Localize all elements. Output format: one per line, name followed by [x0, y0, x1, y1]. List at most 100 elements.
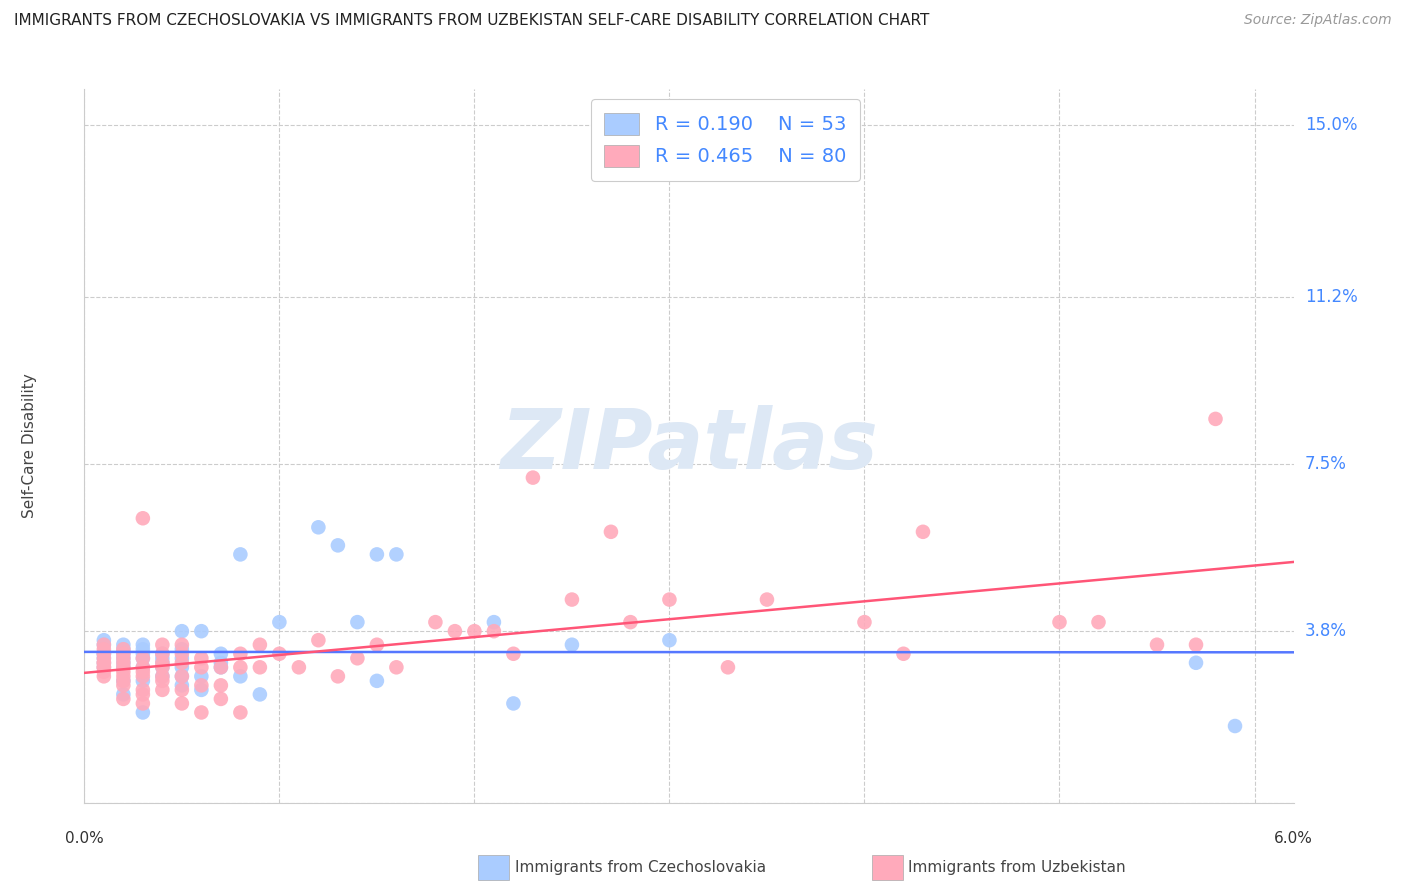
Point [249, 660, 271, 674]
Point [150, 660, 173, 674]
Text: Self-Care Disability: Self-Care Disability [22, 374, 38, 518]
Point [190, 660, 212, 674]
Point [561, 592, 583, 607]
Point [93, 647, 115, 661]
Point [893, 647, 915, 661]
Text: 11.2%: 11.2% [1305, 288, 1357, 306]
Point [112, 678, 135, 692]
Point [249, 638, 271, 652]
Point [717, 660, 740, 674]
Point [190, 651, 212, 665]
Point [150, 669, 173, 683]
Point [502, 697, 524, 711]
Point [112, 656, 135, 670]
Point [600, 524, 623, 539]
Point [132, 638, 155, 652]
Point [170, 669, 193, 683]
Point [385, 548, 408, 562]
Point [93, 665, 115, 679]
Point [93, 638, 115, 652]
Point [93, 647, 115, 661]
Point [93, 669, 115, 683]
Point [288, 660, 311, 674]
Point [112, 647, 135, 661]
Point [132, 697, 155, 711]
Point [385, 660, 408, 674]
Point [93, 656, 115, 670]
Point [112, 642, 135, 657]
Point [112, 692, 135, 706]
Point [150, 638, 173, 652]
Point [170, 651, 193, 665]
Text: Immigrants from Uzbekistan: Immigrants from Uzbekistan [908, 861, 1126, 875]
Point [132, 651, 155, 665]
Text: 15.0%: 15.0% [1305, 116, 1357, 135]
Point [209, 678, 232, 692]
Point [561, 638, 583, 652]
Point [150, 656, 173, 670]
Point [229, 706, 252, 720]
Point [150, 682, 173, 697]
Point [1205, 412, 1227, 426]
Point [150, 647, 173, 661]
Point [170, 656, 193, 670]
Point [132, 660, 155, 674]
Point [132, 660, 155, 674]
Point [93, 647, 115, 661]
Text: 3.8%: 3.8% [1305, 623, 1347, 640]
Point [249, 687, 271, 701]
Point [112, 669, 135, 683]
Point [93, 633, 115, 648]
Point [853, 615, 876, 629]
Legend: R = 0.190    N = 53, R = 0.465    N = 80: R = 0.190 N = 53, R = 0.465 N = 80 [591, 99, 860, 181]
Point [326, 538, 349, 552]
Point [755, 592, 778, 607]
Point [366, 548, 388, 562]
Text: Immigrants from Czechoslovakia: Immigrants from Czechoslovakia [515, 861, 766, 875]
Point [1185, 656, 1208, 670]
Point [619, 615, 641, 629]
Point [93, 651, 115, 665]
Point [463, 624, 485, 639]
Text: IMMIGRANTS FROM CZECHOSLOVAKIA VS IMMIGRANTS FROM UZBEKISTAN SELF-CARE DISABILIT: IMMIGRANTS FROM CZECHOSLOVAKIA VS IMMIGR… [14, 13, 929, 29]
Point [444, 624, 467, 639]
Point [132, 673, 155, 688]
Point [346, 615, 368, 629]
Point [150, 647, 173, 661]
Point [425, 615, 447, 629]
Point [170, 624, 193, 639]
Point [209, 656, 232, 670]
Point [112, 673, 135, 688]
Point [150, 673, 173, 688]
Point [307, 520, 329, 534]
Point [93, 656, 115, 670]
Point [482, 624, 505, 639]
Point [112, 638, 135, 652]
Point [366, 638, 388, 652]
Point [502, 647, 524, 661]
Point [93, 656, 115, 670]
Point [112, 673, 135, 688]
Point [112, 651, 135, 665]
Point [229, 660, 252, 674]
Point [229, 548, 252, 562]
Point [170, 642, 193, 657]
Point [170, 647, 193, 661]
Text: ZIPatlas: ZIPatlas [501, 406, 877, 486]
Point [93, 651, 115, 665]
Point [658, 592, 681, 607]
Point [150, 656, 173, 670]
Point [112, 642, 135, 657]
Point [307, 633, 329, 648]
Point [190, 706, 212, 720]
Point [269, 615, 291, 629]
Point [658, 633, 681, 648]
Point [1087, 615, 1109, 629]
Point [112, 656, 135, 670]
Text: 6.0%: 6.0% [1274, 831, 1313, 847]
Point [1223, 719, 1246, 733]
Point [170, 678, 193, 692]
Point [170, 682, 193, 697]
Point [911, 524, 934, 539]
Point [190, 682, 212, 697]
